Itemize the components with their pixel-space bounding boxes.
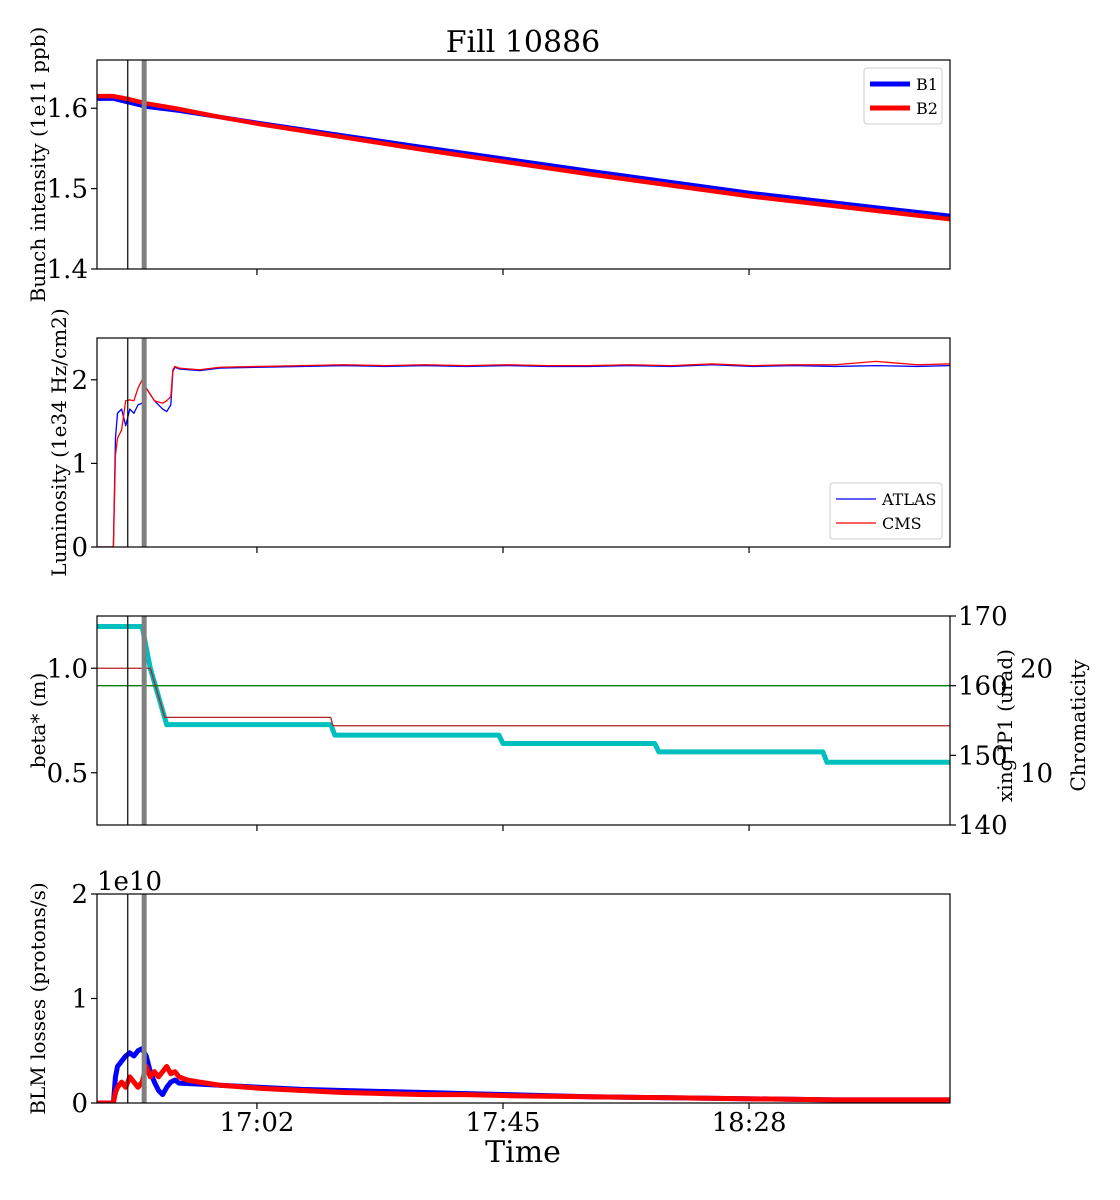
series-chromaticity-line — [97, 667, 950, 727]
y-axis-label: Bunch intensity (1e11 ppb) — [26, 27, 50, 303]
y-right-tick-label: 160 — [958, 672, 1008, 702]
y-tick-label: 2 — [71, 880, 88, 910]
axes-frame — [96, 615, 951, 826]
legend-label: B1 — [916, 75, 938, 94]
y-right2-tick-label: 20 — [1020, 654, 1053, 684]
x-axis-label: Time — [485, 1135, 561, 1170]
series-atlas-line — [97, 364, 950, 547]
series-cms-line — [97, 360, 950, 547]
y-tick-label: 1 — [71, 449, 88, 479]
legend: ATLAS CMS — [829, 482, 943, 540]
series-beta--line — [97, 623, 950, 765]
x-tick-label: 17:45 — [466, 1108, 541, 1138]
y-right2-axis-label: Chromaticity — [1066, 659, 1090, 792]
legend-label: ATLAS — [881, 490, 937, 509]
figure-title: Fill 10886 — [446, 25, 601, 60]
y-tick-label: 1.5 — [47, 175, 88, 205]
panel-losses: 0 1 2 17:02 17:45 18:28 BLM losses (protons/s)… — [26, 867, 951, 1138]
y-tick-label: 1 — [71, 985, 88, 1015]
axes-frame — [96, 337, 951, 548]
legend-box — [829, 482, 943, 540]
axes-frame — [96, 893, 951, 1104]
y-right-tick-label: 140 — [958, 811, 1008, 841]
y-tick-label: 0.5 — [47, 759, 88, 789]
plot-area-intensity — [97, 93, 950, 222]
y-tick-label: 0 — [71, 1089, 88, 1119]
plot-area-optics — [97, 623, 950, 765]
y-axis-label: beta* (m) — [26, 673, 50, 769]
y-tick-label: 1.0 — [47, 654, 88, 684]
x-tick-label: 18:28 — [712, 1108, 787, 1138]
y-right2-tick-label: 10 — [1020, 759, 1053, 789]
plot-area-losses — [97, 1046, 950, 1103]
y-tick-label: 1.6 — [47, 94, 88, 124]
y-right-axis-label: xing IP1 (urad) — [993, 649, 1017, 802]
series-b2-line — [97, 93, 950, 222]
series-b2-line — [97, 1063, 950, 1103]
y-tick-label: 2 — [71, 366, 88, 396]
x-tick-label: 17:02 — [219, 1108, 294, 1138]
y-offset-text: 1e10 — [97, 867, 162, 897]
y-axis-label: Luminosity (1e34 Hz/cm2) — [47, 308, 71, 576]
axes-frame — [96, 59, 951, 270]
y-tick-label: 1.4 — [47, 255, 88, 285]
legend-label: CMS — [882, 514, 922, 533]
legend-label: B2 — [916, 99, 938, 118]
y-right-tick-label: 170 — [958, 602, 1008, 632]
plot-area-luminosity — [97, 360, 950, 547]
y-tick-label: 0 — [71, 533, 88, 563]
y-right-tick-label: 150 — [958, 741, 1008, 771]
y-axis-label: BLM losses (protons/s) — [26, 882, 50, 1114]
